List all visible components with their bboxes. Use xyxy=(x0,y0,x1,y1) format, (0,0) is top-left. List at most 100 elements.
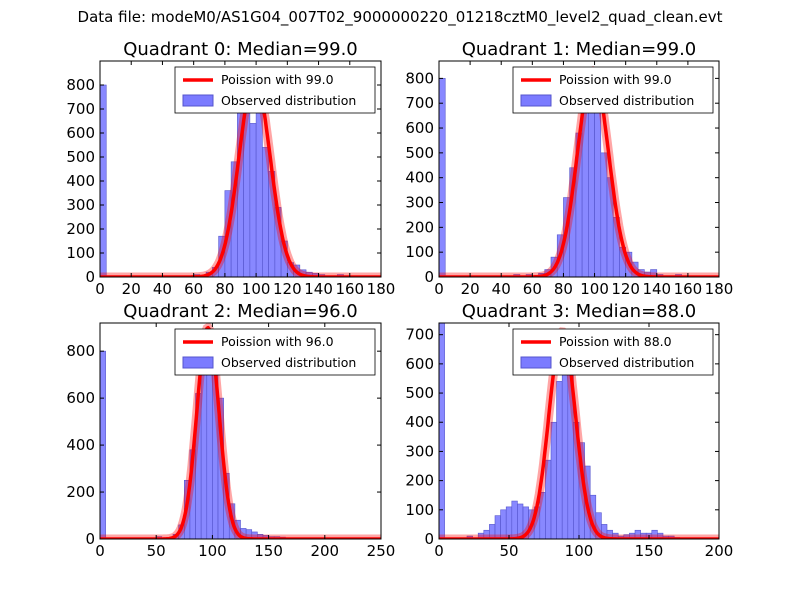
histogram-bar xyxy=(594,102,602,277)
y-tick-label: 100 xyxy=(405,243,434,261)
axes-frame xyxy=(99,60,382,278)
y-tick-label: 500 xyxy=(405,384,434,402)
y-tick-label: 400 xyxy=(405,169,434,187)
x-tick-label: 180 xyxy=(705,280,734,298)
legend: Poission with 88.0 Observed distribution xyxy=(512,328,714,376)
subplot-quadrant-1: 0 20 40 60 80 100 120 140 160 1800100200300400500… xyxy=(405,39,733,298)
y-tick-label: 0 xyxy=(85,268,95,286)
subplot-title: Quadrant 1: Median=99.0 xyxy=(462,39,697,60)
poisson-curve-halo xyxy=(100,323,381,539)
poisson-curve xyxy=(100,325,381,539)
y-tick-label: 500 xyxy=(66,148,95,166)
legend-label-observed: Observed distribution xyxy=(221,355,356,370)
y-tick-label: 800 xyxy=(405,69,434,87)
subplot-title: Quadrant 3: Median=88.0 xyxy=(462,301,697,322)
y-tick-label: 200 xyxy=(66,220,95,238)
x-tick-label: 180 xyxy=(367,280,396,298)
y-tick-label: 800 xyxy=(66,76,95,94)
y-tick-label: 600 xyxy=(66,389,95,407)
x-tick-label: 50 xyxy=(499,542,518,560)
x-tick-label: 140 xyxy=(304,280,333,298)
x-tick-label: 80 xyxy=(554,280,573,298)
y-tick-label: 200 xyxy=(405,472,434,490)
subplot-title: Quadrant 0: Median=99.0 xyxy=(123,39,358,60)
poisson-curve-halo xyxy=(100,72,381,277)
subplot-title: Quadrant 2: Median=96.0 xyxy=(123,301,358,322)
y-tick-label: 200 xyxy=(66,483,95,501)
x-tick-label: 150 xyxy=(635,542,664,560)
x-tick-label: 200 xyxy=(310,542,339,560)
y-tick-label: 600 xyxy=(405,119,434,137)
x-tick-label: 0 xyxy=(95,280,105,298)
x-tick-label: 150 xyxy=(254,542,283,560)
plot-area xyxy=(439,323,719,539)
x-tick-label: 100 xyxy=(198,542,227,560)
x-tick-label: 200 xyxy=(705,542,734,560)
poisson-curve xyxy=(100,76,381,277)
poisson-curve-halo xyxy=(439,327,719,539)
x-tick-label: 0 xyxy=(434,280,444,298)
y-tick-label: 0 xyxy=(85,530,95,548)
legend-swatch-observed xyxy=(520,94,552,107)
legend-swatch-observed xyxy=(182,94,214,107)
legend-swatch-observed xyxy=(520,356,552,369)
y-tick-label: 800 xyxy=(66,342,95,360)
x-tick-label: 40 xyxy=(153,280,172,298)
legend-label-observed: Observed distribution xyxy=(559,93,694,108)
subplot-quadrant-2: 0 50 100 150 200 250 0 200 400 600 800 Quadrant 2: … xyxy=(66,301,395,560)
axes-frame xyxy=(438,60,720,278)
figure-title: Data file: modeM0/AS1G04_007T02_90000002… xyxy=(77,8,723,26)
x-tick-label: 160 xyxy=(674,280,703,298)
histogram-bar xyxy=(249,123,257,277)
x-tick-label: 250 xyxy=(367,542,396,560)
legend: Poission with 99.0 Observed distribution xyxy=(174,66,376,114)
legend: Poission with 99.0 Observed distribution xyxy=(512,66,714,114)
y-tick-label: 700 xyxy=(66,100,95,118)
legend-label-observed: Observed distribution xyxy=(559,355,694,370)
x-tick-label: 60 xyxy=(523,280,542,298)
x-tick-label: 100 xyxy=(580,280,609,298)
legend-label-poisson: Poission with 99.0 xyxy=(221,72,334,87)
x-tick-label: 0 xyxy=(434,542,444,560)
poisson-curve-halo xyxy=(439,65,719,277)
axes-frame xyxy=(99,322,382,540)
y-tick-label: 100 xyxy=(405,501,434,519)
histogram-bar xyxy=(550,421,557,539)
poisson-curve xyxy=(439,330,719,539)
y-tick-label: 0 xyxy=(424,268,434,286)
y-tick-label: 700 xyxy=(405,326,434,344)
x-tick-label: 0 xyxy=(95,542,105,560)
y-tick-label: 300 xyxy=(66,196,95,214)
histogram-bar xyxy=(505,506,513,539)
legend-label-poisson: Poission with 99.0 xyxy=(559,72,672,87)
x-tick-label: 140 xyxy=(642,280,671,298)
subplot-quadrant-0: 0 20 40 60 80 100 120 140 160 1800100200300400500… xyxy=(66,39,395,298)
x-tick-label: 100 xyxy=(565,542,594,560)
legend-label-poisson: Poission with 88.0 xyxy=(559,334,672,349)
histogram-bar xyxy=(600,152,608,277)
y-tick-label: 600 xyxy=(405,355,434,373)
histogram-bar xyxy=(511,500,518,539)
y-tick-label: 400 xyxy=(405,413,434,431)
y-tick-label: 400 xyxy=(66,172,95,190)
y-tick-label: 300 xyxy=(405,442,434,460)
x-tick-label: 60 xyxy=(184,280,203,298)
x-tick-label: 20 xyxy=(122,280,141,298)
poisson-curve xyxy=(439,69,719,277)
x-tick-label: 50 xyxy=(147,542,166,560)
x-tick-label: 120 xyxy=(273,280,302,298)
x-tick-label: 20 xyxy=(461,280,480,298)
legend-label-poisson: Poission with 96.0 xyxy=(221,334,334,349)
x-tick-label: 80 xyxy=(215,280,234,298)
x-tick-label: 120 xyxy=(611,280,640,298)
x-tick-label: 40 xyxy=(492,280,511,298)
y-tick-label: 300 xyxy=(405,194,434,212)
subplot-quadrant-3: 0 50 100 150 200 0 100 200 300 400 500 600 700 Quadra… xyxy=(405,301,733,560)
histogram-bar xyxy=(439,323,445,539)
y-tick-label: 400 xyxy=(66,436,95,454)
y-tick-label: 600 xyxy=(66,124,95,142)
y-tick-label: 0 xyxy=(424,530,434,548)
y-tick-label: 700 xyxy=(405,94,434,112)
y-tick-label: 200 xyxy=(405,218,434,236)
